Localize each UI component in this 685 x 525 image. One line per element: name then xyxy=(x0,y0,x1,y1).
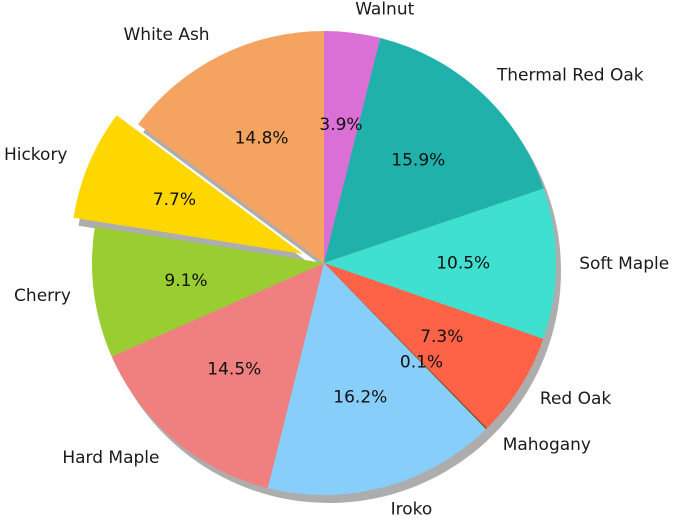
slice-hickory xyxy=(73,115,303,254)
label-iroko: Iroko xyxy=(391,499,433,519)
label-hickory: Hickory xyxy=(4,145,68,165)
percent-hickory: 7.7% xyxy=(153,190,196,210)
percent-walnut: 3.9% xyxy=(319,115,362,135)
slice-soft-maple xyxy=(324,188,556,339)
label-thermal-red-oak: Thermal Red Oak xyxy=(496,65,644,85)
percent-red-oak: 7.3% xyxy=(420,327,463,347)
slice-cherry xyxy=(92,226,324,357)
slice-white-ash xyxy=(138,31,324,263)
slice-iroko xyxy=(267,263,486,495)
label-soft-maple: Soft Maple xyxy=(579,254,669,274)
label-mahogany: Mahogany xyxy=(503,435,591,455)
slice-mahogany xyxy=(324,263,488,430)
slice-walnut xyxy=(324,31,381,263)
percent-mahogany: 0.1% xyxy=(400,352,443,372)
label-cherry: Cherry xyxy=(14,286,71,306)
slice-labels: Walnut Thermal Red Oak Soft Maple Red Oak Ma… xyxy=(4,0,669,519)
label-hard-maple: Hard Maple xyxy=(62,448,159,468)
percent-soft-maple: 10.5% xyxy=(436,253,490,273)
pie-slices xyxy=(73,31,556,495)
label-white-ash: White Ash xyxy=(123,25,209,45)
slice-percent-labels: 3.9% 15.9% 10.5% 7.3% 0.1% 16.2% 14.5% 9.1% 7.7%… xyxy=(153,115,490,408)
percent-thermal-red-oak: 15.9% xyxy=(391,151,445,171)
slice-hard-maple xyxy=(111,263,324,489)
percent-white-ash: 14.8% xyxy=(235,129,289,149)
label-red-oak: Red Oak xyxy=(540,389,612,409)
percent-hard-maple: 14.5% xyxy=(207,359,261,379)
percent-iroko: 16.2% xyxy=(333,387,387,407)
slice-red-oak xyxy=(324,263,544,429)
label-walnut: Walnut xyxy=(355,0,414,20)
percent-cherry: 9.1% xyxy=(164,271,207,291)
slice-thermal-red-oak xyxy=(324,37,544,264)
